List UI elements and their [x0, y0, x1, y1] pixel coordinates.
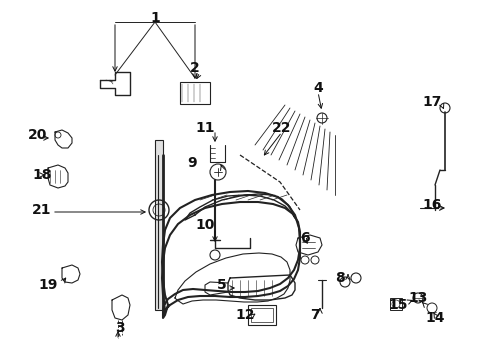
Bar: [390, 298, 402, 310]
Text: 6: 6: [300, 231, 310, 245]
Text: 8: 8: [335, 271, 345, 285]
Text: 22: 22: [272, 121, 292, 135]
Bar: [251, 308, 273, 322]
Text: 19: 19: [38, 278, 58, 292]
Text: 20: 20: [28, 128, 48, 142]
Text: 2: 2: [190, 61, 200, 75]
Text: 17: 17: [422, 95, 441, 109]
Text: 13: 13: [408, 291, 428, 305]
Bar: [155, 140, 163, 310]
Text: 1: 1: [150, 11, 160, 25]
Bar: [180, 82, 210, 104]
Text: 15: 15: [388, 298, 408, 312]
Text: 4: 4: [313, 81, 323, 95]
Text: 14: 14: [425, 311, 445, 325]
Text: 16: 16: [422, 198, 441, 212]
Text: 11: 11: [195, 121, 215, 135]
Text: 12: 12: [235, 308, 255, 322]
Text: 21: 21: [32, 203, 52, 217]
Text: 9: 9: [187, 156, 197, 170]
Text: 10: 10: [196, 218, 215, 232]
Text: 3: 3: [115, 321, 125, 335]
Bar: [248, 305, 276, 325]
Text: 7: 7: [310, 308, 320, 322]
Text: 5: 5: [217, 278, 227, 292]
Text: 18: 18: [32, 168, 52, 182]
